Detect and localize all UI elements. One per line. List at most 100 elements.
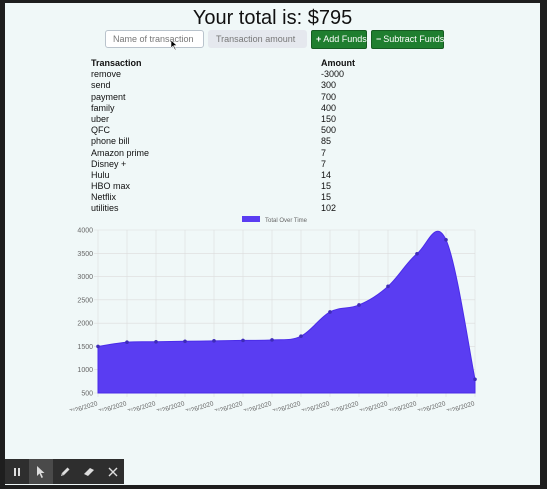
x-tick-label: 7/26/2020 [243,400,273,411]
legend-swatch [242,216,260,222]
y-tick-label: 500 [81,391,93,398]
transactions-table: Transaction Amount remove -3000 send 300 pay… [91,58,391,211]
x-tick-label: 7/26/2020 [388,400,418,411]
data-point [212,339,216,343]
y-tick-label: 1000 [77,367,93,374]
transaction-amount-input[interactable]: Transaction amount [208,30,307,48]
data-point [299,334,303,338]
x-tick-label: 7/26/2020 [417,400,447,411]
transaction-amount-cell: 400 [321,102,337,113]
pen-icon [61,467,70,476]
x-tick-label: 7/26/2020 [127,400,157,411]
data-point [125,340,129,345]
annotation-toolbar [5,459,124,484]
data-point [473,377,477,382]
transaction-amount-cell: 300 [321,80,337,91]
y-axis-ticks: 500 1000 1500 2000 2500 3000 3500 4000 [77,228,93,398]
transaction-amount-cell: 14 [321,169,332,180]
pointer-button[interactable] [29,459,53,484]
eraser-button[interactable] [77,459,101,484]
pause-button[interactable] [5,459,29,484]
data-point [270,338,274,342]
add-funds-label: Add Funds [323,34,367,44]
data-point [357,303,361,307]
table-row: phone bill 85 [91,136,391,147]
x-tick-label: 7/26/2020 [98,400,128,411]
table-row: Amazon prime 7 [91,148,391,159]
total-heading: Your total is: $795 [192,7,353,29]
transaction-amount-cell: 15 [321,181,332,192]
transaction-amount-cell: 7 [321,147,327,158]
transaction-name-input[interactable]: Name of transaction [105,30,204,48]
data-point [328,310,332,314]
x-tick-label: 7/26/2020 [301,400,331,411]
plus-icon: + [316,34,322,44]
table-body: remove -3000 send 300 payment 700 family 400 ube… [91,69,391,211]
close-icon [108,467,118,476]
chart-legend: Total Over Time [242,216,308,224]
y-tick-label: 3000 [77,274,93,281]
y-tick-label: 2500 [77,297,93,304]
table-row: Hulu 14 [91,170,391,181]
transaction-name-cell: QFC [91,125,110,136]
x-tick-label: 7/26/2020 [69,400,99,411]
transaction-name-cell: Netflix [91,192,117,203]
data-point [415,251,419,256]
eraser-icon [84,467,94,476]
transaction-amount-cell: 15 [321,192,332,203]
table-row: uber 150 [91,114,391,125]
transaction-amount-cell: 700 [321,91,337,102]
transaction-name-cell: Disney + [91,158,127,169]
pause-icon [14,467,20,476]
transaction-name-cell: HBO max [91,181,131,192]
data-point [386,284,390,289]
mouse-cursor-icon [171,40,178,50]
table-row: send 300 [91,80,391,91]
transaction-name-placeholder: Name of transaction [113,34,194,44]
column-header-transaction: Transaction [91,58,142,68]
data-points [96,237,477,382]
data-point [241,338,245,343]
data-point [444,237,448,242]
transaction-name-cell: remove [91,69,122,80]
y-tick-label: 2000 [77,321,93,328]
transaction-name-cell: utilities [91,203,119,211]
column-header-amount: Amount [321,58,355,68]
legend-label: Total Over Time [265,218,308,224]
x-tick-label: 7/26/2020 [446,400,476,411]
transaction-amount-cell: 150 [321,113,337,124]
transaction-name-cell: family [91,102,115,113]
area-fill [97,230,476,394]
y-tick-label: 4000 [77,228,93,235]
x-tick-label: 7/26/2020 [272,400,302,411]
y-tick-label: 1500 [77,344,93,351]
table-header-row: Transaction Amount [91,58,391,69]
x-axis-ticks: 7/26/2020 7/26/2020 7/26/2020 7/26/2020 7/26… [69,400,476,411]
transaction-name-cell: phone bill [91,136,130,147]
add-funds-button[interactable]: + Add Funds [311,30,367,49]
app-frame: Your total is: $795 Name of transaction … [5,3,540,485]
subtract-funds-label: Subtract Funds [383,34,445,44]
table-row: utilities 102 [91,203,391,211]
transaction-amount-cell: -3000 [321,69,345,80]
table-row: remove -3000 [91,69,391,80]
transaction-amount-cell: 500 [321,125,337,136]
table-row: HBO max 15 [91,181,391,192]
transaction-name-cell: Hulu [91,169,110,180]
data-point [96,344,100,349]
transaction-name-cell: payment [91,91,126,102]
y-tick-label: 3500 [77,251,93,258]
pen-button[interactable] [53,459,77,484]
subtract-funds-button[interactable]: − Subtract Funds [371,30,444,49]
transaction-name-cell: send [91,80,111,91]
total-over-time-chart: Total Over Time 500 1000 1500 2000 2500 3000 3… [69,216,477,411]
table-row: Disney + 7 [91,159,391,170]
table-row: family 400 [91,103,391,114]
close-button[interactable] [101,459,125,484]
transaction-amount-placeholder: Transaction amount [216,34,296,44]
x-tick-label: 7/26/2020 [330,400,360,411]
data-point [183,339,187,344]
transaction-amount-cell: 7 [321,158,327,169]
table-row: Netflix 15 [91,192,391,203]
x-tick-label: 7/26/2020 [359,400,389,411]
